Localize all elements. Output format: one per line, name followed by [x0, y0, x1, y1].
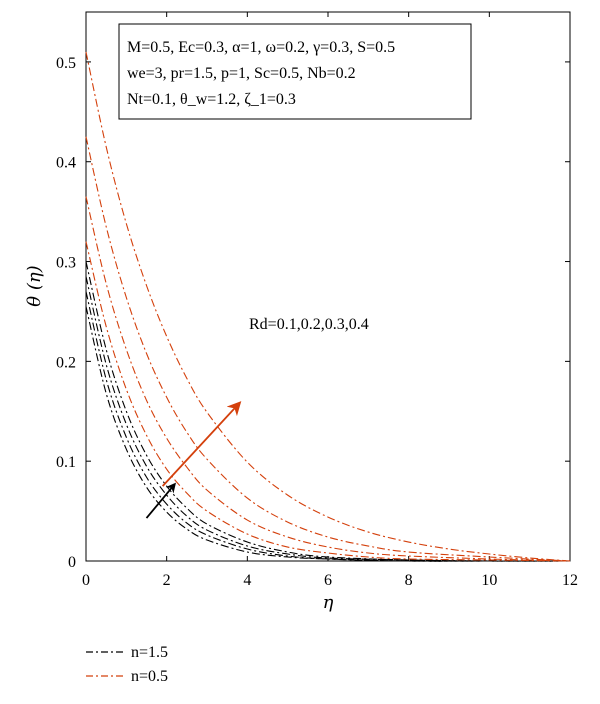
series-line-n15-rd03	[85, 276, 571, 562]
series-layer	[85, 51, 571, 562]
rd-annotation: Rd=0.1,0.2,0.3,0.4	[249, 316, 369, 333]
y-tick-label: 0	[68, 554, 76, 571]
y-tick-label: 0.4	[56, 155, 76, 172]
x-tick-label: 6	[324, 572, 332, 589]
legend-label-n15: n=1.5	[131, 644, 168, 661]
y-axis-ticks: 0 0.1 0.2 0.3 0.4 0.5	[56, 55, 570, 571]
x-axis-title: η	[323, 592, 334, 613]
x-tick-label: 2	[163, 572, 171, 589]
parameter-box: M=0.5, Ec=0.3, α=1, ω=0.2, γ=0.3, S=0.5 …	[118, 23, 472, 120]
x-tick-label: 0	[82, 572, 90, 589]
parameter-line-3: Nt=0.1, θ_w=1.2, ζ_1=0.3	[127, 91, 296, 108]
series-line-n15-rd01	[85, 306, 570, 562]
arrow-n05-increase	[161, 401, 242, 487]
x-tick-label: 12	[562, 572, 578, 589]
parameter-box-frame	[118, 23, 472, 120]
x-tick-label: 8	[405, 572, 413, 589]
series-line-n05-rd01	[85, 241, 571, 562]
y-tick-label: 0.2	[56, 354, 76, 371]
y-tick-label: 0.3	[56, 255, 76, 272]
arrow-n15-increase	[145, 482, 177, 519]
x-tick-label: 10	[481, 572, 497, 589]
arrow-layer	[145, 401, 242, 519]
legend: n=1.5 n=0.5	[86, 644, 168, 685]
y-axis-title: θ (η)	[24, 265, 45, 306]
series-line-n15-rd04	[85, 261, 571, 562]
series-line-n05-rd04	[85, 51, 571, 562]
series-line-n05-rd02	[85, 196, 571, 562]
x-axis-ticks: 0 2 4 6 8 10 12	[82, 12, 578, 589]
legend-label-n05: n=0.5	[131, 668, 168, 685]
series-line-n15-rd02	[85, 291, 570, 562]
x-tick-label: 4	[243, 572, 251, 589]
parameter-line-2: we=3, pr=1.5, p=1, Sc=0.5, Nb=0.2	[127, 65, 356, 82]
y-tick-label: 0.5	[56, 55, 76, 72]
series-line-n05-rd03	[85, 136, 571, 562]
y-tick-label: 0.1	[56, 454, 76, 471]
parameter-line-1: M=0.5, Ec=0.3, α=1, ω=0.2, γ=0.3, S=0.5	[127, 39, 395, 56]
